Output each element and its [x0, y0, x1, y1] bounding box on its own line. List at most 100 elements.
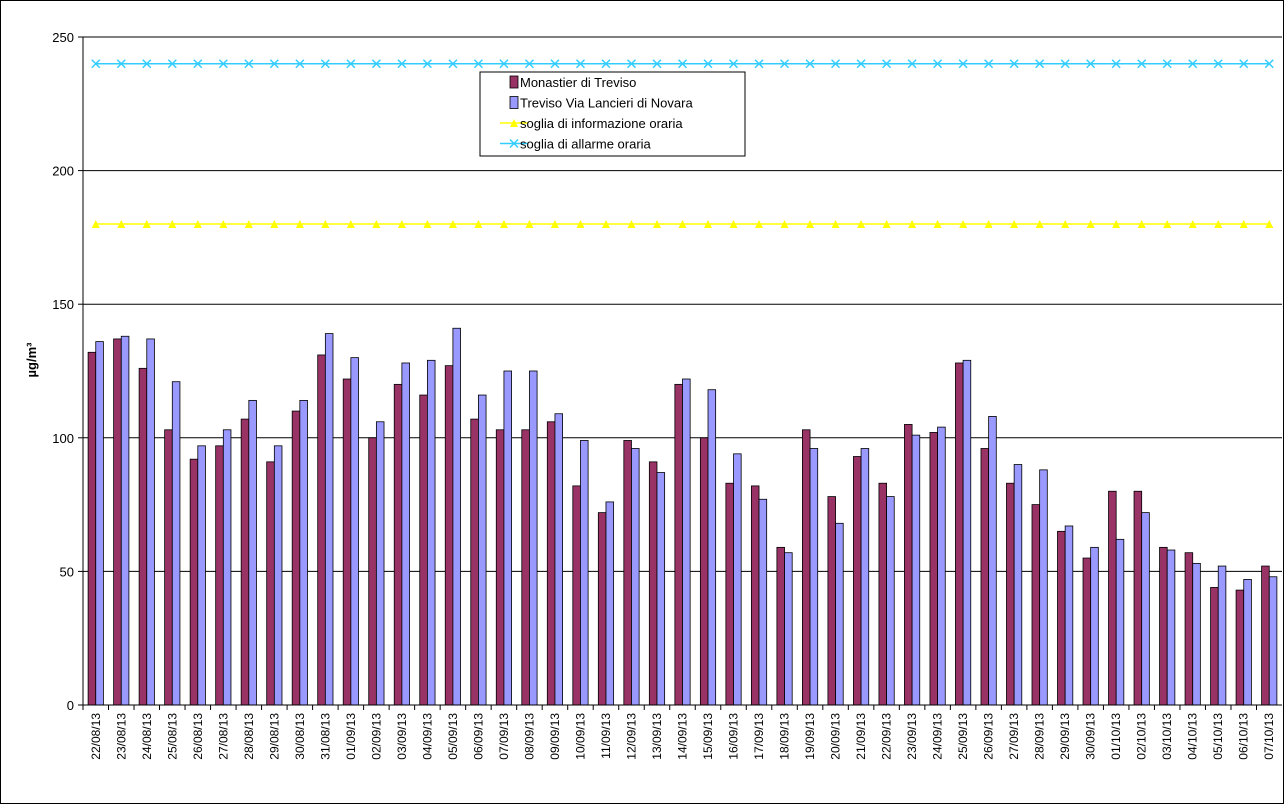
bar: [809, 448, 819, 706]
x-tick-label: 25/08/13: [165, 713, 179, 760]
line-marker: [219, 220, 228, 229]
bar: [682, 378, 691, 706]
bar: [113, 338, 122, 706]
legend-label: soglia di informazione oraria: [520, 116, 683, 131]
line-marker: [1213, 59, 1223, 69]
line-marker: [321, 220, 330, 229]
bar: [495, 429, 505, 706]
line-marker: [626, 59, 637, 69]
x-tick-label: 16/09/13: [727, 713, 741, 760]
line-marker: [142, 220, 151, 229]
x-tick-label: 22/08/13: [89, 713, 103, 760]
bar: [266, 461, 275, 706]
x-tick-label: 03/09/13: [395, 713, 409, 760]
line-marker: [958, 59, 968, 69]
bar: [725, 482, 734, 706]
bar: [1031, 504, 1041, 706]
bar: [911, 434, 921, 706]
x-tick-label: 19/09/13: [803, 713, 817, 760]
bar: [929, 432, 939, 706]
bar: [503, 370, 512, 706]
line-marker: [320, 59, 330, 69]
line-marker: [499, 220, 508, 229]
x-tick-label: 11/09/13: [599, 713, 613, 759]
bar: [631, 448, 640, 706]
bar: [426, 359, 436, 706]
line-marker: [678, 220, 687, 229]
x-tick-label: 02/09/13: [369, 713, 383, 760]
x-tick-label: 13/09/13: [650, 713, 664, 760]
line-marker: [168, 220, 177, 229]
line-marker: [524, 59, 534, 69]
line-marker: [525, 220, 534, 229]
line-marker: [397, 59, 407, 69]
bar: [138, 367, 148, 706]
x-tick-label: 09/09/13: [548, 713, 562, 760]
bar: [189, 458, 199, 706]
bar: [1013, 464, 1023, 706]
bar: [350, 357, 359, 706]
x-tick-label: 04/10/13: [1186, 713, 1200, 760]
bar: [197, 445, 206, 706]
line-marker: [346, 59, 356, 69]
line-marker: [1009, 59, 1019, 69]
x-tick-label: 12/09/13: [624, 713, 638, 760]
line-marker: [1010, 220, 1019, 229]
bar: [572, 485, 581, 706]
bar: [605, 501, 615, 706]
line-marker: [575, 59, 585, 69]
line-marker: [1112, 220, 1121, 229]
line-marker: [959, 220, 968, 229]
line-marker: [1162, 59, 1172, 69]
line-marker: [550, 59, 560, 69]
bar: [521, 429, 530, 706]
bar: [988, 416, 997, 706]
bar: [904, 424, 913, 706]
bar: [342, 378, 352, 706]
line-marker: [473, 59, 483, 69]
bar: [878, 482, 887, 706]
line-marker: [831, 220, 840, 229]
x-tick-label: 22/09/13: [880, 713, 894, 760]
line-marker: [550, 220, 559, 229]
line-marker: [1060, 59, 1070, 69]
x-tick-label: 03/10/13: [1160, 713, 1174, 760]
bar: [299, 399, 308, 706]
line-marker: [576, 220, 585, 229]
bar: [1192, 562, 1201, 706]
line-marker: [1188, 220, 1197, 229]
bar: [375, 421, 385, 706]
bar: [733, 453, 742, 706]
line-marker: [423, 220, 432, 229]
line-marker: [117, 220, 126, 229]
line-marker: [295, 220, 304, 229]
x-tick-label: 04/09/13: [420, 713, 434, 760]
legend-box: [479, 71, 746, 157]
bar: [1115, 538, 1125, 706]
line-marker: [1264, 59, 1274, 69]
line-marker: [244, 59, 254, 69]
x-tick-label: 20/09/13: [829, 713, 843, 760]
line-marker: [510, 119, 518, 127]
line-marker: [704, 220, 713, 229]
y-tick-label: 0: [67, 698, 74, 713]
line-marker: [270, 220, 279, 229]
line-marker: [91, 59, 101, 69]
y-tick-label: 150: [52, 297, 74, 312]
line-marker: [1163, 220, 1172, 229]
legend-swatch: [509, 96, 519, 109]
bar: [171, 381, 181, 706]
legend-label: Monastier di Treviso: [520, 75, 636, 90]
bar: [291, 410, 301, 706]
y-tick-label: 100: [52, 431, 74, 446]
bar: [1108, 490, 1117, 706]
x-tick-label: 31/08/13: [318, 713, 332, 760]
x-tick-label: 17/09/13: [752, 713, 766, 760]
line-marker: [218, 59, 228, 69]
x-tick-label: 10/09/13: [573, 713, 587, 760]
bar: [827, 496, 836, 706]
bar: [784, 552, 793, 706]
bar: [470, 418, 479, 706]
line-marker: [372, 220, 381, 229]
